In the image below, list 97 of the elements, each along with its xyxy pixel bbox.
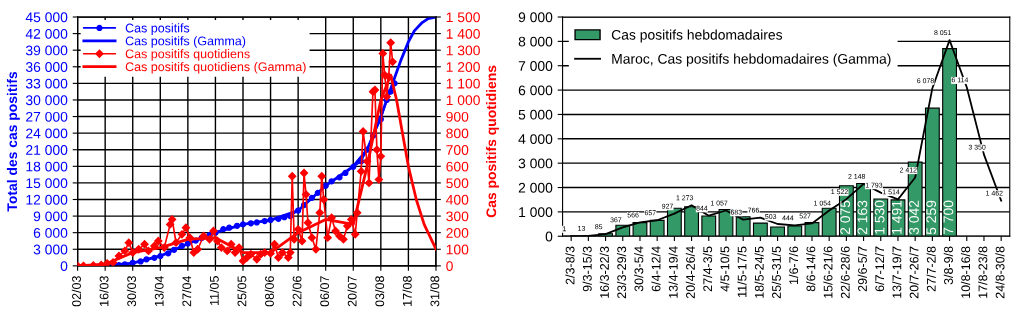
x-tick-label: 13/7-19/7 xyxy=(892,246,902,298)
x-tick-label: 20/4-26/4 xyxy=(685,246,695,299)
x-tick-label: 2/3-8/3 xyxy=(565,246,575,285)
x-tick-label: 11/5-17/5 xyxy=(737,246,747,297)
y2-tick-label: 700 xyxy=(446,145,469,155)
x-tick-label: 20/7-26/7 xyxy=(909,246,919,299)
x-tick-label: 03/08 xyxy=(375,276,385,307)
x-tick-label: 18/5-24/5 xyxy=(754,246,764,298)
y-tick-label: 0 xyxy=(545,231,553,242)
x-tick-label: 17/8-23/8 xyxy=(978,246,988,298)
x-tick-label: 24/8-30/8 xyxy=(995,246,1005,299)
data-label: 1 491 xyxy=(891,200,902,234)
x-tick-label: 9/3-15/3 xyxy=(582,246,592,292)
y2-tick-label: 300 xyxy=(446,211,469,222)
x-tick-label: 25/05 xyxy=(237,276,247,307)
x-tick-label: 30/03 xyxy=(126,276,137,307)
x-tick-label: 3/8-9/8 xyxy=(943,246,953,285)
y2-tick-label: 100 xyxy=(446,244,469,255)
y2-tick-label: 200 xyxy=(446,228,469,238)
data-label: 1 530 xyxy=(874,200,885,234)
x-tick-label: 20/07 xyxy=(347,276,357,307)
y2-tick-label: 0 xyxy=(446,261,453,272)
y2-tick-label: 1 000 xyxy=(446,95,480,106)
legend-label: Maroc, Cas positifs hebdomadaires (Gamma) xyxy=(612,53,891,67)
x-tick-label: 25/5-31/5 xyxy=(771,246,781,299)
y-tick-label: 5 000 xyxy=(518,109,553,120)
y-tick-label: 2 000 xyxy=(518,182,553,193)
x-tick-label: 13/4-19/4 xyxy=(668,246,678,298)
x-tick-label: 27/4-3/5 xyxy=(702,246,713,292)
legend-label: Cas positifs (Gamma) xyxy=(125,36,246,48)
x-tick-label: 23/3-29/3 xyxy=(616,246,627,299)
x-tick-label: 15/6-21/6 xyxy=(823,246,833,298)
y-tick-label: 39 000 xyxy=(25,45,68,56)
x-tick-label: 1/6-7/6 xyxy=(788,246,799,284)
y-tick-label: 1 000 xyxy=(519,207,553,218)
y-tick-label: 4 000 xyxy=(518,134,553,144)
y-tick-label: 7 000 xyxy=(518,61,553,71)
x-tick-label: 4/5-10/5 xyxy=(720,246,730,292)
y-tick-label: 45 000 xyxy=(25,12,68,23)
y-tick-label: 3 000 xyxy=(518,158,553,169)
y-tick-label: 8 000 xyxy=(518,36,553,47)
y2-tick-label: 1 300 xyxy=(446,45,480,56)
y-tick-label: 42 000 xyxy=(25,28,68,39)
x-tick-label: 10/8-16/8 xyxy=(960,246,971,298)
y-tick-label: 27 000 xyxy=(26,111,68,122)
x-tick-label: 6/4-12/4 xyxy=(651,246,661,292)
y-tick-label: 21 000 xyxy=(26,145,68,155)
y2-tick-label: 1 500 xyxy=(446,12,480,23)
x-tick-label: 16/03 xyxy=(99,276,109,306)
x-tick-label: 27/7-2/8 xyxy=(926,246,936,292)
data-label: 7 700 xyxy=(943,200,954,235)
y-tick-label: 6 000 xyxy=(33,228,68,238)
y-tick-label: 33 000 xyxy=(25,78,68,89)
y-tick-label: 24 000 xyxy=(26,128,68,139)
y2-tick-label: 1 100 xyxy=(446,78,480,89)
y-tick-label: 30 000 xyxy=(25,95,68,106)
y-tick-label: 9 000 xyxy=(33,211,68,222)
y-tick-label: 9 000 xyxy=(518,12,553,23)
y-axis-title: Total des cas positifs xyxy=(6,71,20,212)
y2-tick-label: 600 xyxy=(446,161,469,172)
x-tick-label: 13/04 xyxy=(154,275,164,306)
y2-tick-label: 800 xyxy=(446,128,469,139)
legend-label: Cas positifs quotidiens (Gamma) xyxy=(125,61,306,74)
x-tick-label: 27/04 xyxy=(182,275,192,307)
data-label: 2 163 xyxy=(857,200,868,235)
x-tick-label: 22/6-28/6 xyxy=(840,246,850,299)
y-tick-label: 18 000 xyxy=(26,161,68,172)
x-tick-label: 17/08 xyxy=(402,276,412,306)
legend-label: Cas positifs hebdomadaires xyxy=(611,29,783,43)
data-label: 3 042 xyxy=(909,200,919,235)
legend-label: Cas positifs xyxy=(125,23,190,35)
y2-tick-label: 900 xyxy=(446,111,469,122)
x-tick-label: 06/07 xyxy=(319,276,330,307)
y2-tick-label: 1 200 xyxy=(446,62,480,72)
legend-label: Cas positifs quotidiens xyxy=(125,49,250,61)
x-tick-label: 6/7-12/7 xyxy=(874,246,885,292)
y2-tick-label: 500 xyxy=(446,178,469,189)
x-tick-label: 8/6-14/6 xyxy=(806,246,816,292)
y2-tick-label: 1 400 xyxy=(446,28,480,39)
data-label: 2 075 xyxy=(840,200,851,235)
x-tick-label: 29/6-5/7 xyxy=(857,246,867,292)
y2-tick-label: 400 xyxy=(446,194,469,205)
y-tick-label: 3 000 xyxy=(33,244,68,255)
y2-axis-title: Cas positifs quotidiens xyxy=(486,65,499,218)
x-tick-label: 02/03 xyxy=(71,276,81,307)
x-tick-label: 16/3-22/3 xyxy=(599,246,609,298)
x-tick-label: 11/05 xyxy=(209,276,219,305)
y-tick-label: 12 000 xyxy=(26,194,68,205)
y-tick-label: 36 000 xyxy=(25,62,68,72)
y-tick-label: 0 xyxy=(60,261,68,272)
x-tick-label: 30/3-5/4 xyxy=(634,246,644,292)
y-tick-label: 6 000 xyxy=(518,85,553,96)
data-label: 5 259 xyxy=(926,200,937,235)
y-tick-label: 15 000 xyxy=(26,178,68,189)
x-tick-label: 22/06 xyxy=(292,276,302,307)
x-tick-label: 08/06 xyxy=(264,276,274,307)
x-tick-label: 31/08 xyxy=(430,276,440,307)
